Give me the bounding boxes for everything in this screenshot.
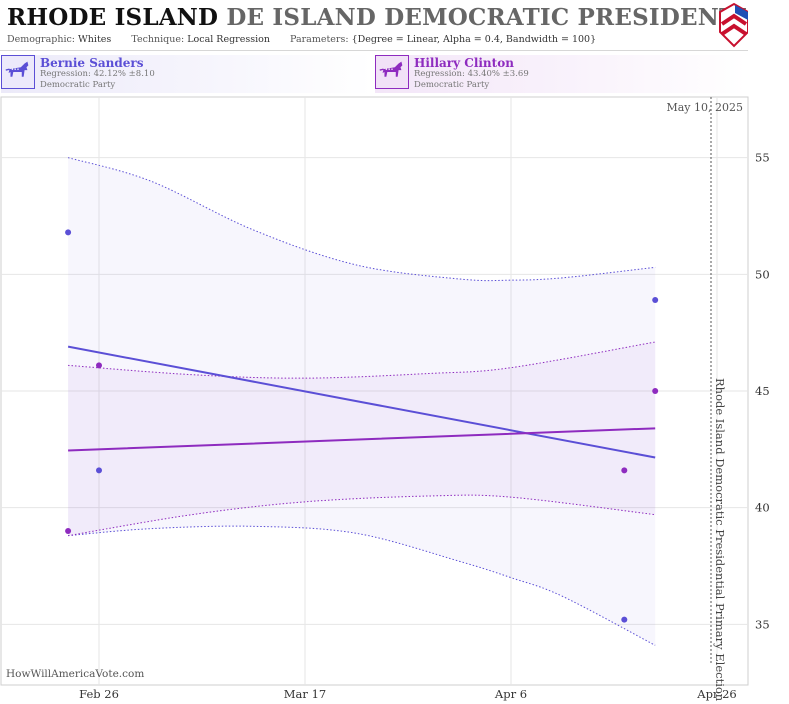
site-credit: HowWillAmericaVote.com	[6, 668, 145, 680]
title-state: RHODE ISLAND	[7, 4, 219, 31]
x-tick-label: Apr 26	[696, 687, 736, 701]
poll-points	[65, 229, 659, 623]
current-date-label: May 10, 2025	[666, 101, 743, 114]
title-bar: RHODE ISLAND DE ISLAND DEMOCRATIC PRESID…	[0, 0, 748, 51]
flag-logo-icon	[719, 2, 748, 48]
upper-bound-line	[67, 157, 656, 282]
lower-bound-line	[68, 525, 656, 646]
candidate-name: Bernie Sanders	[40, 56, 144, 70]
parameters-line: Demographic: Whites Technique: Local Reg…	[7, 34, 596, 45]
demographic-key: Demographic:	[7, 34, 76, 45]
trend-line	[68, 427, 656, 452]
poll-point	[65, 229, 72, 236]
y-tick-label: 55	[755, 151, 770, 165]
parameters-key: Parameters:	[290, 34, 349, 45]
donkey-icon	[1, 55, 35, 89]
election-label: Rhode Island Democratic Presidential Pri…	[713, 378, 727, 702]
candidate-regression: Regression: 42.12% ±8.10	[40, 69, 155, 79]
poll-point	[96, 467, 102, 474]
trend-lines	[67, 345, 656, 459]
poll-point	[96, 362, 102, 369]
x-tick-label: Mar 17	[284, 687, 326, 701]
x-tick-label: Apr 6	[494, 687, 527, 701]
poll-point	[65, 528, 72, 534]
y-tick-label: 40	[755, 501, 770, 515]
demographic-value: Whites	[78, 34, 112, 45]
candidate-card-clinton[interactable]: Hillary Clinton Regression: 43.40% ±3.69…	[375, 55, 747, 93]
y-tick-label: 35	[755, 617, 770, 631]
poll-point	[621, 467, 628, 474]
candidate-party: Democratic Party	[40, 79, 116, 90]
gridlines	[1, 97, 748, 685]
title-election: DE ISLAND DEMOCRATIC PRESIDENTIAL PRIMA	[226, 4, 748, 31]
candidate-card-sanders[interactable]: Bernie Sanders Regression: 42.12% ±8.10 …	[1, 55, 373, 93]
donkey-icon	[375, 55, 409, 89]
candidate-regression: Regression: 43.40% ±3.69	[414, 69, 529, 79]
technique-value: Local Regression	[187, 34, 270, 45]
candidate-details: Regression: 43.40% ±3.69 Democratic Part…	[414, 69, 529, 90]
candidate-party: Democratic Party	[414, 79, 490, 90]
technique-key: Technique:	[131, 34, 185, 45]
poll-point	[652, 297, 659, 303]
candidate-name: Hillary Clinton	[414, 56, 514, 70]
candidate-details: Regression: 42.12% ±8.10 Democratic Part…	[40, 69, 155, 90]
upper-bound-line	[68, 341, 656, 379]
y-tick-label: 45	[755, 384, 770, 398]
poll-point	[652, 388, 659, 394]
poll-point	[621, 616, 628, 623]
x-tick-label: Feb 26	[79, 687, 119, 701]
parameters-value: {Degree = Linear, Alpha = 0.4, Bandwidth…	[351, 34, 597, 45]
trend-line	[67, 345, 656, 459]
page-title: RHODE ISLAND DE ISLAND DEMOCRATIC PRESID…	[7, 4, 748, 31]
y-tick-label: 50	[755, 267, 770, 281]
axis-labels: 35 40 45 50 55 Feb 26 Mar 17 Apr 6 Apr 26	[79, 151, 770, 701]
